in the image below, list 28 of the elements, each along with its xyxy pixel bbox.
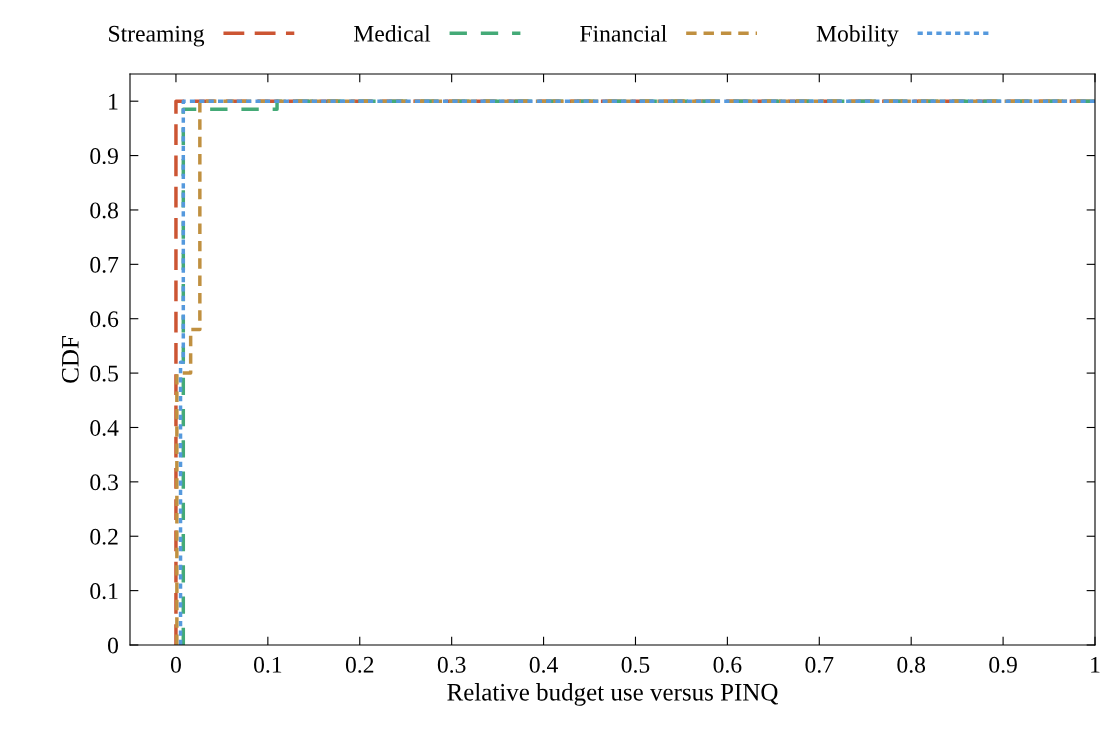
x-tick-label: 0.9 [989,656,1017,673]
y-tick-label: 0.7 [90,256,119,273]
y-tick-label: 0.9 [90,148,118,165]
x-tick-label: 0.6 [713,656,742,673]
x-tick-label: 0.2 [345,656,374,673]
y-axis-title: CDF [61,336,79,383]
x-tick-label: 0.5 [621,656,650,673]
legend-label: Medical [353,25,431,42]
y-tick-label: 0.8 [90,202,118,219]
y-tick-label: 0.3 [90,474,118,491]
x-tick-label: 0.3 [437,656,466,673]
y-tick-label: 0.6 [90,311,119,328]
x-tick-label: 0.7 [805,656,834,673]
legend-label: Streaming [109,25,205,47]
y-tick-label: 0.4 [90,419,119,436]
x-tick-label: 1 [1091,656,1100,673]
y-tick-label: 0 [107,637,118,654]
y-tick-label: 1 [109,93,118,110]
x-tick-label: 0.8 [897,656,926,673]
y-tick-label: 0.1 [90,583,118,600]
y-tick-label: 0.5 [90,365,118,382]
x-axis-title: Relative budget use versus PINQ [447,683,779,706]
y-tick-label: 0.2 [90,528,118,545]
x-tick-label: 0 [170,656,181,673]
x-tick-label: 0.4 [529,656,558,673]
legend-label: Mobility [816,25,899,47]
legend-label: Financial [580,25,667,42]
x-tick-label: 0.1 [254,656,282,673]
